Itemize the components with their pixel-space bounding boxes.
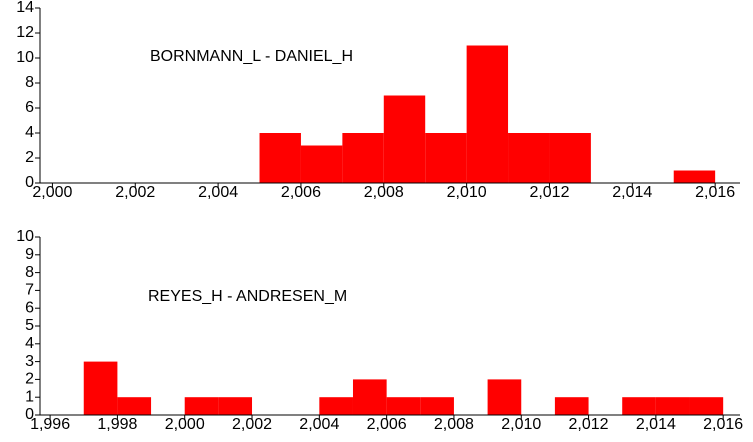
x-tick-label: 2,014 xyxy=(612,184,652,201)
bar xyxy=(319,397,353,415)
x-tick-label: 2,008 xyxy=(364,184,404,201)
bar xyxy=(259,133,301,183)
y-tick-label: 6 xyxy=(25,299,34,316)
y-tick-label: 2 xyxy=(25,371,34,388)
bar xyxy=(655,397,690,415)
bar xyxy=(487,379,522,415)
x-tick-label: 2,000 xyxy=(165,416,205,433)
bar xyxy=(425,133,467,183)
bar xyxy=(508,133,550,183)
bar xyxy=(218,397,253,415)
x-tick-label: 2,002 xyxy=(115,184,155,201)
y-tick-label: 10 xyxy=(16,228,34,245)
x-tick-label: 2,004 xyxy=(299,416,339,433)
chart-title: REYES_H - ANDRESEN_M xyxy=(148,288,347,305)
y-tick-label: 8 xyxy=(25,74,34,91)
bar xyxy=(689,397,724,415)
bar xyxy=(466,45,509,183)
x-tick-label: 2,016 xyxy=(695,184,735,201)
y-tick-label: 1 xyxy=(25,388,34,405)
x-tick-label: 2,008 xyxy=(434,416,474,433)
y-tick-label: 9 xyxy=(25,246,34,263)
x-tick-label: 2,014 xyxy=(636,416,676,433)
x-tick-label: 2,016 xyxy=(703,416,743,433)
y-tick-label: 4 xyxy=(25,335,34,352)
x-tick-label: 2,012 xyxy=(569,416,609,433)
bar xyxy=(83,361,118,415)
x-tick-label: 2,006 xyxy=(281,184,321,201)
y-tick-label: 12 xyxy=(16,24,34,41)
bar xyxy=(184,397,219,415)
y-tick-label: 2 xyxy=(25,149,34,166)
bar xyxy=(342,133,384,183)
chart-title: BORNMANN_L - DANIEL_H xyxy=(150,48,353,65)
y-tick-label: 4 xyxy=(25,124,34,141)
x-tick-label: 2,006 xyxy=(367,416,407,433)
bar xyxy=(352,379,387,415)
y-tick-label: 0 xyxy=(25,406,34,423)
y-tick-label: 5 xyxy=(25,317,34,334)
x-tick-label: 2,012 xyxy=(529,184,569,201)
bar xyxy=(554,397,589,415)
bar xyxy=(549,133,591,183)
bar xyxy=(420,397,454,415)
x-tick-label: 1,996 xyxy=(30,416,70,433)
y-tick-label: 3 xyxy=(25,353,34,370)
x-tick-label: 2,000 xyxy=(32,184,72,201)
x-tick-label: 2,002 xyxy=(232,416,272,433)
x-tick-label: 2,004 xyxy=(198,184,238,201)
bar xyxy=(383,95,426,183)
y-tick-label: 8 xyxy=(25,264,34,281)
y-tick-label: 0 xyxy=(25,174,34,191)
y-tick-label: 7 xyxy=(25,282,34,299)
x-tick-label: 2,010 xyxy=(447,184,487,201)
y-tick-label: 14 xyxy=(16,0,34,16)
bar xyxy=(622,397,656,415)
bar xyxy=(386,397,421,415)
bar xyxy=(117,397,152,415)
x-tick-label: 1,998 xyxy=(97,416,137,433)
x-tick-label: 2,010 xyxy=(501,416,541,433)
y-tick-label: 10 xyxy=(16,49,34,66)
bar xyxy=(300,145,343,183)
bar xyxy=(673,170,716,183)
y-tick-label: 6 xyxy=(25,99,34,116)
